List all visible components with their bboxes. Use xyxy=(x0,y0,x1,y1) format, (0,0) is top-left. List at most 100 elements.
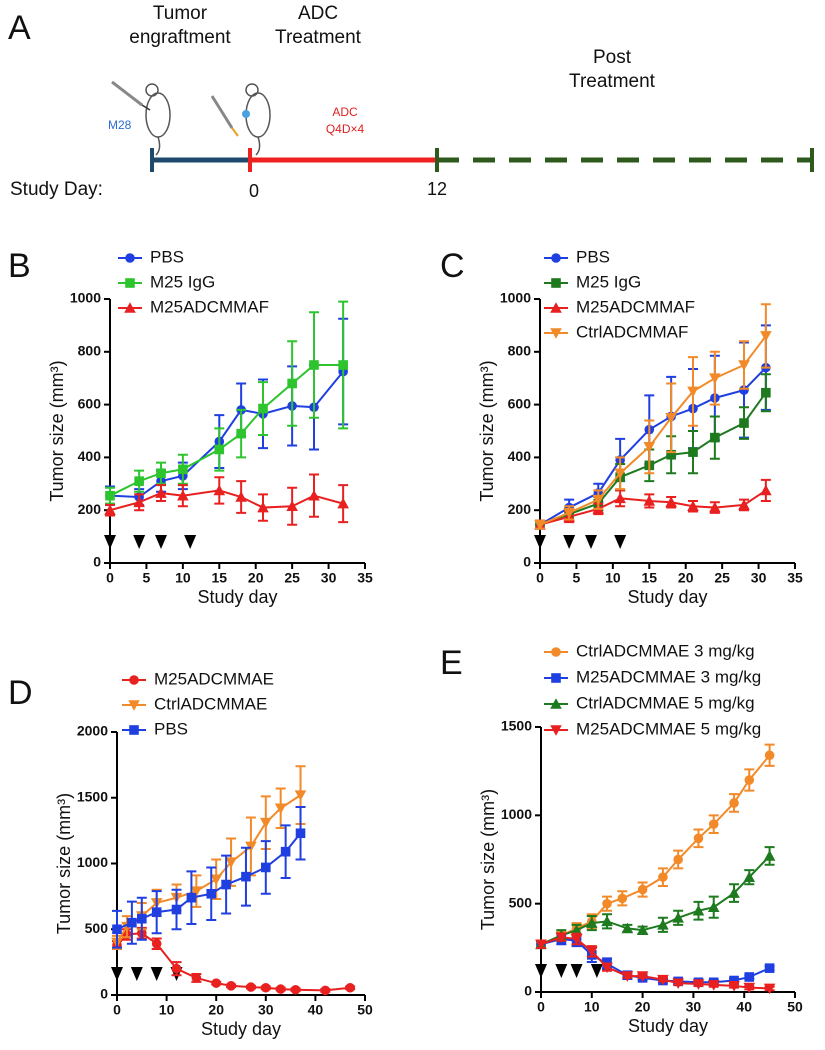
legend-label: M25ADCMMAE 3 mg/kg xyxy=(576,667,761,686)
y-tick-label: 1000 xyxy=(70,290,101,306)
phase-label: engraftment xyxy=(129,27,231,48)
legend-label: PBS xyxy=(576,247,610,266)
legend-label: PBS xyxy=(154,719,188,738)
panel-label: C xyxy=(440,247,465,285)
marker xyxy=(636,971,649,982)
x-tick-label: 25 xyxy=(714,570,730,586)
marker xyxy=(171,904,182,915)
x-tick-label: 50 xyxy=(357,1002,373,1018)
treatment-arrow xyxy=(155,535,167,549)
marker xyxy=(708,819,719,829)
treatment-arrow xyxy=(150,967,163,981)
marker xyxy=(687,386,699,398)
marker xyxy=(692,979,705,990)
series-line xyxy=(539,392,767,526)
marker xyxy=(191,973,202,983)
legend-marker xyxy=(551,673,561,683)
marker xyxy=(643,495,656,506)
marker xyxy=(665,413,677,424)
marker xyxy=(764,750,775,761)
marker xyxy=(614,492,626,504)
x-tick-label: 10 xyxy=(159,1002,175,1018)
marker xyxy=(151,938,162,949)
marker xyxy=(665,496,677,508)
marker xyxy=(738,499,750,510)
marker xyxy=(763,850,776,861)
marker xyxy=(235,491,247,502)
marker xyxy=(707,980,720,991)
marker xyxy=(214,444,225,455)
marker xyxy=(760,484,772,496)
marker xyxy=(177,489,189,501)
x-tick-label: 30 xyxy=(321,570,337,586)
x-tick-label: 5 xyxy=(573,570,581,586)
y-tick-label: 200 xyxy=(78,501,102,517)
panel-label: D xyxy=(8,674,33,712)
series-line xyxy=(539,489,767,526)
marker xyxy=(743,871,756,882)
chart: E 0 500 1000 1500 0 10 20 30 40 50 Study day Tumor s… xyxy=(440,641,803,1035)
marker xyxy=(186,892,197,903)
series-line xyxy=(109,489,344,512)
marker xyxy=(621,971,634,982)
legend-marker xyxy=(125,253,135,263)
legend-label: M25ADCMMAF xyxy=(576,297,695,316)
panel-label: B xyxy=(8,247,31,285)
marker xyxy=(666,449,676,460)
marker xyxy=(586,946,598,958)
x-tick-label: 0 xyxy=(106,570,114,586)
legend-label: CtrlADCMMAF xyxy=(576,322,688,341)
panel-label: A xyxy=(8,9,31,47)
marker xyxy=(744,775,755,785)
marker xyxy=(707,901,720,912)
y-axis-label: Tumor size (mm³) xyxy=(54,793,74,934)
marker xyxy=(258,403,268,414)
treatment-arrow xyxy=(535,964,547,978)
phase-label: Tumor xyxy=(153,3,208,24)
marker xyxy=(246,982,256,992)
legend-label: M25ADCMMAE xyxy=(154,669,274,688)
marker xyxy=(133,496,145,508)
y-tick-label: 0 xyxy=(100,986,108,1002)
marker xyxy=(673,854,683,865)
marker xyxy=(155,487,167,498)
legend-marker xyxy=(551,278,561,288)
series-line xyxy=(540,754,771,946)
x-axis-label: Study day xyxy=(197,587,277,607)
marker xyxy=(134,476,144,486)
x-axis-label: Study day xyxy=(201,1019,281,1039)
marker xyxy=(709,501,721,513)
treatment-arrow xyxy=(111,967,123,981)
legend-marker xyxy=(124,302,136,313)
y-tick-label: 400 xyxy=(508,448,532,464)
legend-marker xyxy=(550,725,562,736)
marker xyxy=(617,893,628,904)
marker xyxy=(761,387,771,398)
x-axis-label: Study day xyxy=(627,587,707,607)
treatment-arrow xyxy=(563,535,576,549)
schematic: A Tumor engraftment ADC Treatment Post T… xyxy=(8,3,814,201)
legend-marker xyxy=(550,698,562,709)
marker xyxy=(294,790,307,801)
x-tick-label: 0 xyxy=(113,1002,121,1018)
marker xyxy=(739,418,749,428)
legend-label: PBS xyxy=(150,247,184,266)
x-tick-label: 10 xyxy=(175,570,191,586)
chart: D 0 500 1000 1500 2000 0 10 20 30 40 50 Study day Tum… xyxy=(8,669,373,1038)
marker xyxy=(763,983,776,995)
marker xyxy=(260,817,272,829)
mouse-icon xyxy=(111,80,171,156)
marker xyxy=(601,962,613,974)
marker xyxy=(308,489,320,501)
x-tick-label: 25 xyxy=(284,570,300,586)
marker xyxy=(672,978,684,989)
treatment-arrow xyxy=(614,535,627,549)
phase-label: Treatment xyxy=(275,27,362,48)
x-tick-label: 0 xyxy=(537,999,545,1015)
treatment-arrow xyxy=(184,535,197,549)
marker xyxy=(729,798,739,808)
day-label: 0 xyxy=(249,181,259,201)
treatment-arrow xyxy=(104,535,116,549)
marker xyxy=(729,975,739,986)
legend-marker xyxy=(551,253,561,263)
